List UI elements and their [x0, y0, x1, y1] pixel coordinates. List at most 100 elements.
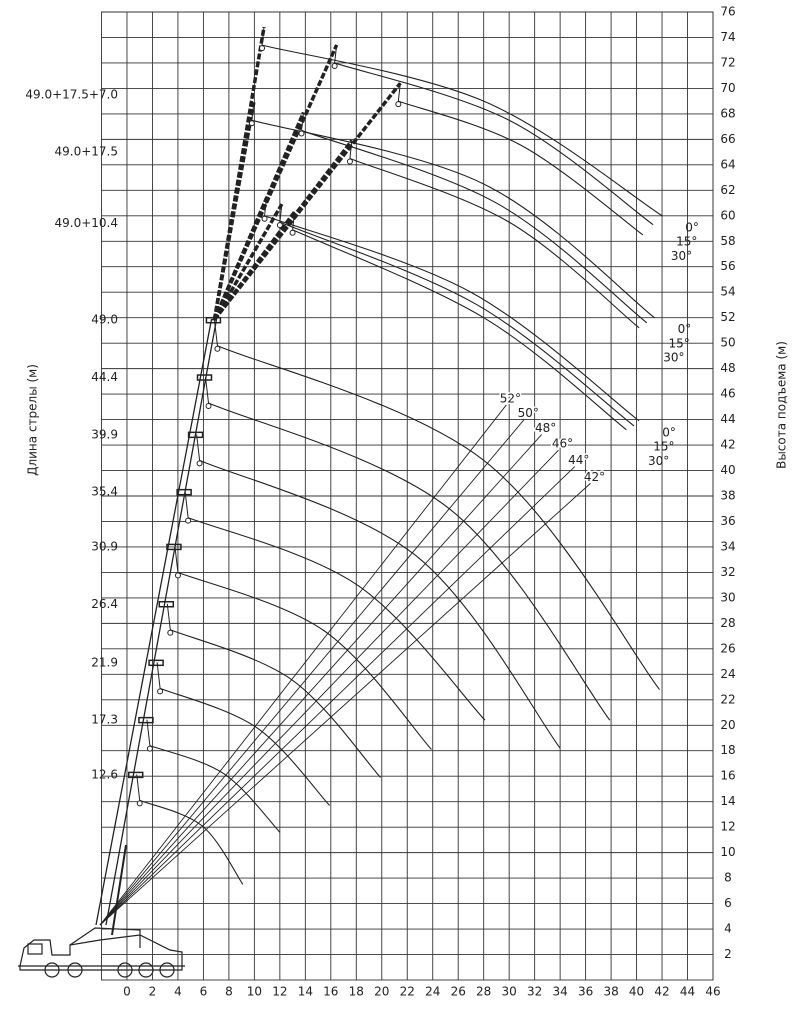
hook-line: [166, 603, 171, 630]
jib-offset-label: 0°: [678, 322, 692, 336]
range-curve: [149, 745, 281, 833]
x-tick-label: 22: [400, 985, 415, 999]
hook: [157, 688, 164, 695]
hook-line: [205, 376, 210, 404]
y-tick-label: 24: [720, 667, 735, 681]
boom-length-label: 49.0+17.5: [55, 145, 119, 159]
boom-collar: [127, 771, 144, 779]
y-tick-label: 42: [720, 438, 735, 452]
boom-length-label: 21.9: [91, 655, 118, 669]
range-curve: [139, 799, 244, 885]
y-tick-label: 6: [724, 896, 732, 910]
range-curve: [398, 100, 644, 236]
hook: [395, 101, 402, 108]
y-tick-label: 68: [720, 106, 735, 120]
y-tick-label: 12: [720, 820, 735, 834]
range-curve: [159, 687, 330, 806]
x-tick-label: 42: [654, 985, 669, 999]
boom-collar: [196, 374, 213, 381]
boom-angle-label: 52°: [500, 391, 521, 405]
hook: [248, 120, 255, 127]
jib-offset-label: 30°: [671, 249, 692, 263]
hook: [289, 229, 296, 236]
boom-length-label: 35.4: [91, 485, 118, 499]
y-tick-label: 18: [720, 743, 735, 757]
range-curve: [334, 62, 654, 226]
boom-length-label: 12.6: [91, 767, 118, 781]
cab-window: [27, 943, 43, 955]
x-tick-label: 30: [502, 985, 517, 999]
boom-length-label: 49.0: [91, 313, 118, 327]
y-tick-label: 38: [720, 489, 735, 503]
y-tick-label: 40: [720, 463, 735, 477]
hook: [146, 745, 153, 752]
wheel: [138, 962, 154, 978]
hook: [346, 158, 353, 165]
boom-angle-label: 44°: [568, 453, 589, 467]
y-tick-label: 56: [720, 259, 735, 273]
x-tick-label: 28: [476, 985, 491, 999]
superstructure: [69, 927, 141, 948]
y-tick-label: 30: [720, 590, 735, 604]
y-tick-label: 52: [720, 310, 735, 324]
y-tick-label: 14: [720, 794, 735, 808]
range-curve: [177, 571, 432, 750]
range-curve: [187, 517, 486, 721]
x-tick-label: 20: [374, 985, 389, 999]
boom-angle-label: 46°: [552, 437, 573, 451]
y-tick-label: 4: [724, 922, 732, 936]
jib: [212, 203, 284, 321]
x-tick-label: 26: [451, 985, 466, 999]
hook: [205, 403, 212, 410]
hook: [185, 517, 192, 524]
range-curve: [208, 402, 611, 721]
y-tick-label: 26: [720, 641, 735, 655]
hook-line: [136, 774, 141, 801]
boom-length-title: Длина стрелы (м): [26, 364, 40, 476]
hook: [276, 222, 283, 229]
y-axis-title: Высота подъема (м): [775, 341, 789, 469]
wheel: [67, 962, 83, 978]
jib-offset-label: 15°: [669, 336, 690, 350]
x-tick-label: 38: [603, 985, 618, 999]
boom-angle-label: 44°: [568, 453, 589, 467]
luffing-cylinder: [111, 844, 127, 936]
jib: [213, 82, 402, 321]
x-tick-label: 18: [349, 985, 364, 999]
x-tick-label: 16: [323, 985, 338, 999]
boom-angle-label: 46°: [552, 437, 573, 451]
hook: [331, 62, 338, 69]
hook-line: [279, 204, 283, 223]
jib-offset-label: 0°: [662, 425, 676, 439]
x-tick-label: 12: [272, 985, 287, 999]
y-tick-label: 2: [724, 947, 732, 961]
y-tick-label: 50: [720, 336, 735, 350]
range-curve: [261, 44, 663, 217]
boom-angle-label: 50°: [518, 406, 539, 420]
x-tick-label: 36: [578, 985, 593, 999]
hook: [136, 800, 143, 807]
hook: [261, 215, 268, 222]
x-tick-label: 40: [629, 985, 644, 999]
range-curve: [217, 345, 660, 690]
y-tick-label: 16: [720, 769, 735, 783]
hook: [259, 45, 266, 52]
y-tick-label: 8: [724, 871, 732, 885]
boom-angle-label: 48°: [535, 421, 556, 435]
y-tick-label: 36: [720, 514, 735, 528]
boom-angle-line: [99, 419, 525, 926]
y-tick-label: 32: [720, 565, 735, 579]
boom-length-label: 39.9: [91, 427, 118, 441]
range-curve: [349, 157, 640, 329]
boom-length-label: 17.3: [91, 713, 118, 727]
range-curve: [199, 459, 561, 749]
boom-length-label: 44.4: [91, 370, 118, 384]
y-tick-label: 28: [720, 616, 735, 630]
y-tick-label: 22: [720, 692, 735, 706]
jib-offset-label: 30°: [663, 351, 684, 365]
wheel: [44, 962, 60, 978]
jib-offset-label: 0°: [685, 220, 699, 234]
y-tick-label: 66: [720, 132, 735, 146]
hook-line: [251, 102, 255, 121]
hook-line: [184, 491, 189, 518]
